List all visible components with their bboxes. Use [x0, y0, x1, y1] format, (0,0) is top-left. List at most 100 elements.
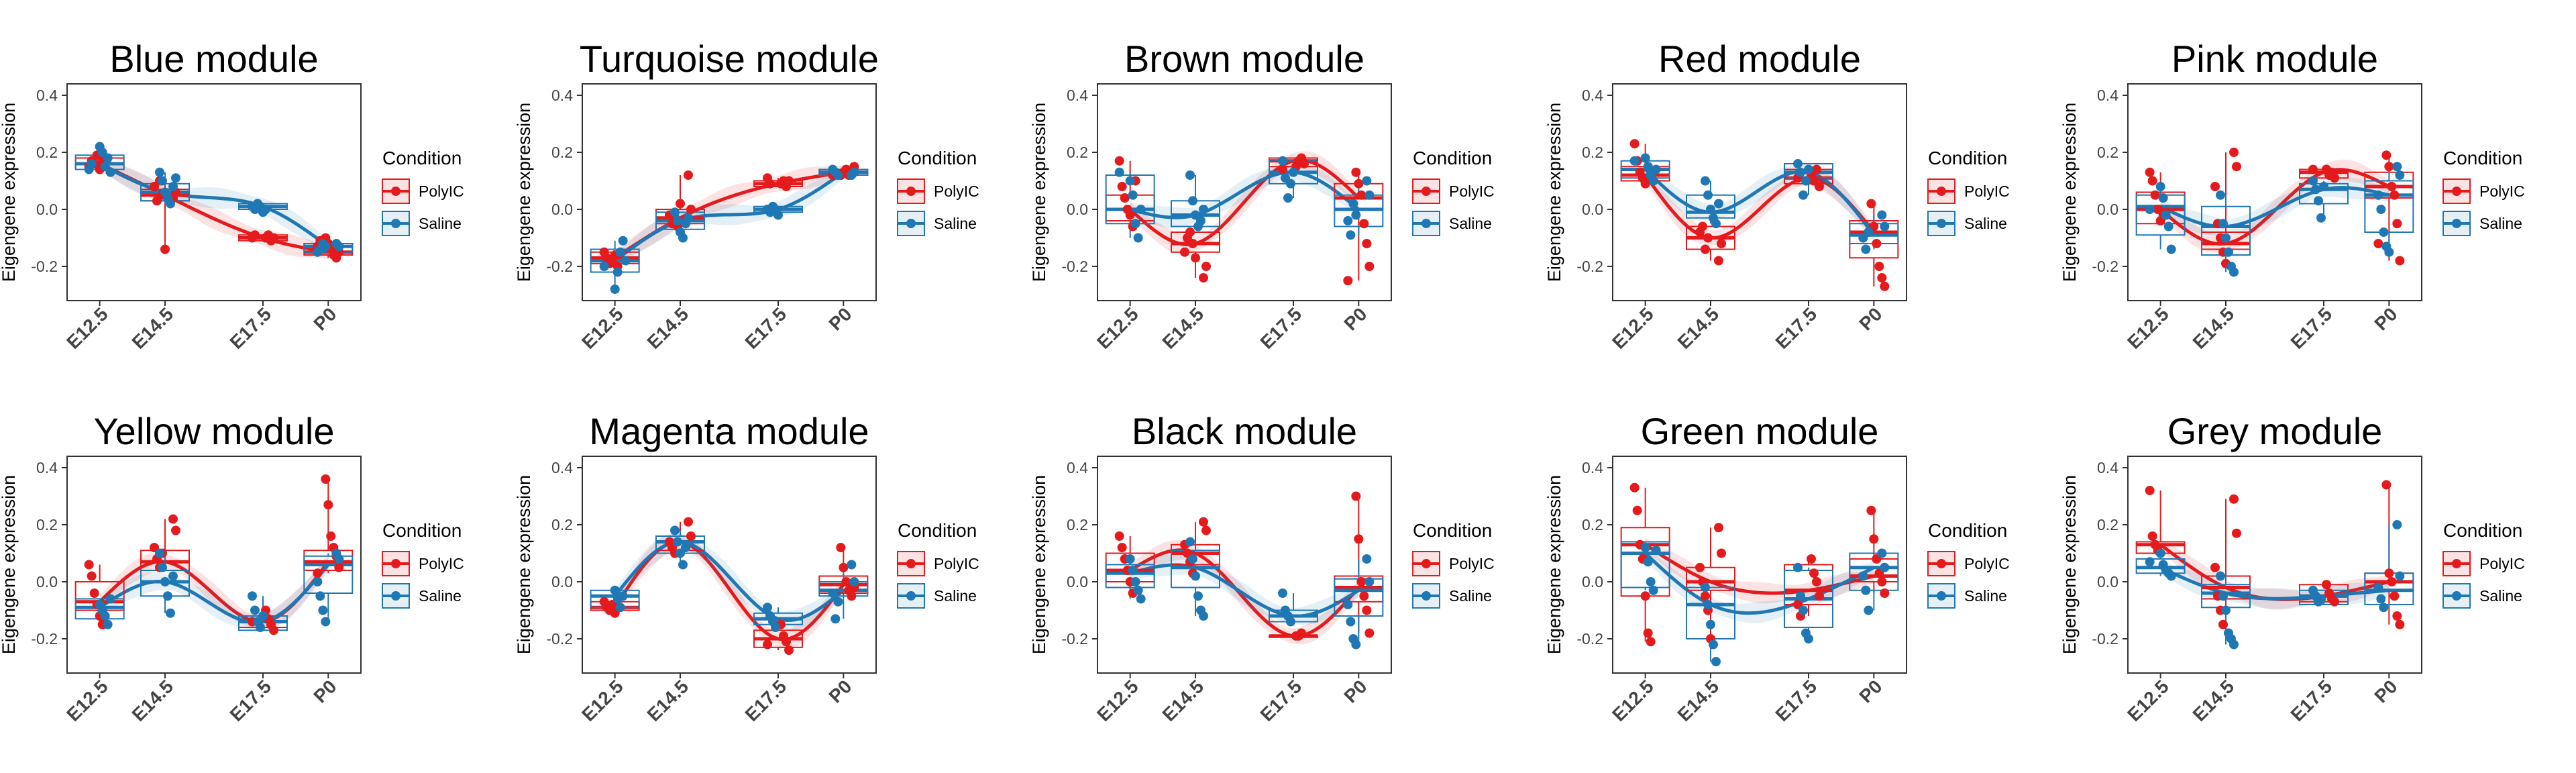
- y-tick-label: 0.0: [36, 573, 58, 590]
- data-point: [2145, 486, 2155, 495]
- confidence-ribbon: [1130, 164, 1359, 228]
- y-tick-label: -0.2: [1576, 258, 1603, 275]
- legend-label: PolyIC: [934, 555, 979, 572]
- x-tick-label: E14.5: [1674, 676, 1723, 725]
- data-point: [1346, 230, 1356, 240]
- data-point: [1807, 554, 1816, 564]
- trend-line: [1644, 552, 1875, 615]
- box: [2364, 180, 2414, 233]
- data-point: [1858, 571, 1868, 581]
- data-point: [321, 242, 331, 252]
- y-tick-label: -0.2: [1576, 630, 1603, 648]
- data-point: [1698, 221, 1707, 231]
- data-point: [784, 176, 794, 186]
- data-point: [782, 637, 791, 647]
- data-point: [2395, 619, 2405, 629]
- data-point: [256, 623, 265, 632]
- x-tick-label: P0: [309, 303, 340, 334]
- data-point: [155, 167, 164, 177]
- y-tick-label: 0.0: [1067, 573, 1088, 590]
- data-point: [1877, 210, 1887, 220]
- y-tick-label: -0.2: [31, 630, 58, 648]
- data-point: [1133, 585, 1143, 595]
- legend-label: PolyIC: [934, 183, 979, 200]
- data-point: [2158, 193, 2168, 203]
- y-tick-label: 0.0: [551, 201, 573, 218]
- data-point: [1629, 482, 1640, 493]
- data-point: [1125, 554, 1135, 564]
- data-point: [2387, 577, 2397, 586]
- legend-title: Condition: [1928, 520, 2007, 541]
- data-point: [2308, 176, 2318, 186]
- legend-key-point: [391, 219, 400, 228]
- plot-frame: [1612, 456, 1907, 674]
- data-point: [610, 585, 620, 595]
- trend-line: [1644, 168, 1876, 236]
- data-point: [1801, 176, 1811, 186]
- data-point: [1283, 193, 1293, 203]
- box: [303, 555, 354, 594]
- data-point: [1348, 199, 1358, 209]
- data-point: [1278, 164, 1287, 174]
- data-point: [168, 571, 178, 581]
- data-point: [1861, 585, 1871, 595]
- data-point: [2395, 571, 2405, 581]
- data-point: [87, 571, 97, 581]
- data-point: [1351, 167, 1361, 177]
- data-point: [1706, 205, 1715, 214]
- data-point: [1869, 534, 1879, 544]
- plot-frame: [582, 83, 877, 301]
- data-point: [1864, 227, 1874, 237]
- data-point: [1717, 548, 1726, 558]
- legend-key-point: [391, 187, 400, 196]
- data-point: [168, 514, 178, 524]
- confidence-ribbon: [2160, 159, 2390, 253]
- data-point: [168, 182, 178, 191]
- y-tick-label: 0.4: [551, 87, 573, 104]
- data-point: [1880, 588, 1890, 598]
- data-point: [1703, 190, 1713, 200]
- data-point: [1278, 588, 1287, 598]
- legend-label: Saline: [2479, 587, 2522, 605]
- y-tick-label: -0.2: [546, 258, 573, 275]
- chart-panel: Green module -0.2 0.0 0.2 0.4 Eigengene expre…: [1544, 410, 2010, 725]
- plot-frame: [582, 456, 877, 674]
- data-point: [1640, 591, 1650, 601]
- legend-key-point: [1937, 559, 1946, 568]
- confidence-ribbon: [614, 165, 844, 268]
- data-point: [1278, 156, 1287, 166]
- legend-key-point: [1421, 559, 1431, 568]
- legend-title: Condition: [1928, 148, 2007, 168]
- data-point: [784, 646, 794, 655]
- data-point: [2145, 167, 2155, 177]
- data-point: [678, 560, 688, 570]
- data-point: [2387, 182, 2397, 191]
- y-tick-label: -0.2: [1061, 258, 1088, 275]
- data-point: [321, 617, 331, 627]
- chart-panel: Magenta module -0.2 0.0 0.2 0.4 Eigengene exp…: [514, 410, 979, 725]
- legend-title: Condition: [898, 520, 977, 541]
- data-point: [1701, 176, 1710, 186]
- data-point: [1362, 554, 1372, 564]
- data-point: [1651, 546, 1661, 556]
- data-point: [670, 207, 680, 217]
- legend-key-point: [391, 559, 400, 568]
- data-point: [839, 562, 849, 572]
- data-point: [847, 560, 857, 570]
- data-point: [1133, 233, 1143, 243]
- data-point: [1359, 219, 1369, 229]
- data-point: [849, 577, 859, 586]
- data-point: [334, 242, 344, 252]
- data-point: [269, 233, 278, 243]
- data-point: [2384, 162, 2394, 172]
- trend-line: [1130, 563, 1360, 618]
- data-point: [684, 170, 693, 180]
- data-point: [1364, 577, 1375, 586]
- x-tick-label: E17.5: [741, 303, 791, 353]
- data-point: [1703, 233, 1713, 243]
- data-point: [2145, 205, 2155, 214]
- legend-title: Condition: [2443, 520, 2522, 541]
- y-axis-label: Eigengene expression: [2059, 475, 2080, 654]
- data-point: [684, 213, 693, 223]
